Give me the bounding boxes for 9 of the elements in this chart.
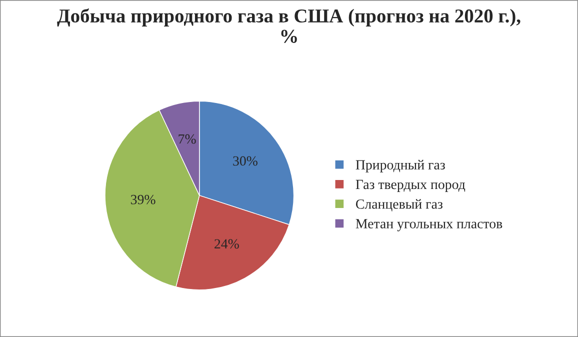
legend-label: Газ твердых пород xyxy=(356,180,466,192)
legend-label: Сланцевый газ xyxy=(356,199,442,212)
legend-label: Природный газ xyxy=(356,160,445,172)
legend-label: Метан угольных пластов xyxy=(356,219,502,232)
data-label: 24% xyxy=(214,239,239,249)
data-label: 7% xyxy=(178,134,196,144)
data-label: 30% xyxy=(233,156,258,166)
chart-title: Добыча природного газа в США (прогноз на 2020 г.), % xyxy=(57,8,520,43)
data-label: 39% xyxy=(130,194,156,204)
